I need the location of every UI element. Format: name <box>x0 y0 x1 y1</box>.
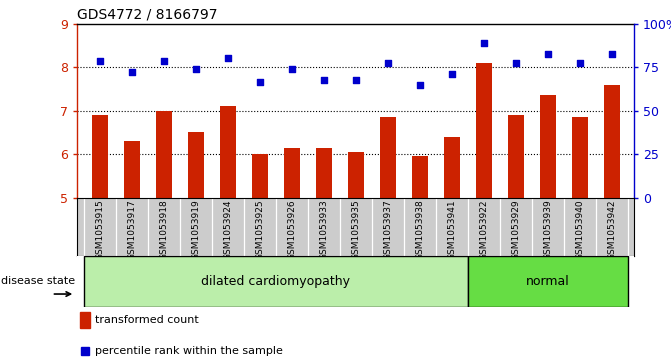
Bar <box>123 141 140 198</box>
Bar <box>476 63 492 198</box>
Point <box>158 58 169 64</box>
Bar <box>188 132 203 198</box>
Bar <box>604 85 620 198</box>
Text: disease state: disease state <box>1 276 75 286</box>
Text: GSM1053918: GSM1053918 <box>159 200 168 260</box>
Bar <box>508 115 523 198</box>
Text: GSM1053925: GSM1053925 <box>255 200 264 260</box>
Bar <box>91 115 107 198</box>
Text: GSM1053939: GSM1053939 <box>544 200 552 260</box>
Text: GSM1053938: GSM1053938 <box>415 200 424 260</box>
Point <box>542 51 553 57</box>
Bar <box>252 154 268 198</box>
Text: GSM1053937: GSM1053937 <box>383 200 392 260</box>
Text: GSM1053929: GSM1053929 <box>511 200 520 260</box>
Text: GSM1053933: GSM1053933 <box>319 200 328 260</box>
Point <box>350 77 361 83</box>
Text: GDS4772 / 8166797: GDS4772 / 8166797 <box>77 7 217 21</box>
Text: normal: normal <box>526 275 570 288</box>
Text: transformed count: transformed count <box>95 315 199 325</box>
Point <box>446 71 457 77</box>
Bar <box>348 152 364 198</box>
Bar <box>411 156 427 198</box>
Text: GSM1053942: GSM1053942 <box>607 200 616 260</box>
Bar <box>315 148 331 198</box>
Bar <box>444 137 460 198</box>
Text: GSM1053915: GSM1053915 <box>95 200 104 260</box>
Bar <box>380 117 396 198</box>
Point <box>607 51 617 57</box>
Bar <box>156 111 172 198</box>
Bar <box>539 95 556 198</box>
Text: GSM1053935: GSM1053935 <box>351 200 360 260</box>
Text: dilated cardiomyopathy: dilated cardiomyopathy <box>201 275 350 288</box>
Point <box>574 60 585 66</box>
Text: GSM1053917: GSM1053917 <box>127 200 136 260</box>
Point <box>382 60 393 66</box>
Bar <box>468 256 627 307</box>
Text: GSM1053924: GSM1053924 <box>223 200 232 260</box>
Bar <box>80 312 90 328</box>
Point <box>287 66 297 72</box>
Bar <box>219 106 236 198</box>
Text: GSM1053941: GSM1053941 <box>447 200 456 260</box>
Text: GSM1053919: GSM1053919 <box>191 200 200 260</box>
Text: GSM1053926: GSM1053926 <box>287 200 296 260</box>
Point <box>318 77 329 83</box>
Point <box>190 66 201 72</box>
Point <box>94 58 105 64</box>
Point <box>511 60 521 66</box>
Point <box>414 82 425 87</box>
Bar <box>84 256 468 307</box>
Point <box>126 69 137 74</box>
Text: GSM1053940: GSM1053940 <box>575 200 584 260</box>
Point <box>478 40 489 46</box>
Text: percentile rank within the sample: percentile rank within the sample <box>95 346 283 356</box>
Point <box>222 56 233 61</box>
Bar <box>284 148 300 198</box>
Point <box>254 79 265 85</box>
Bar <box>572 117 588 198</box>
Text: GSM1053922: GSM1053922 <box>479 200 488 260</box>
